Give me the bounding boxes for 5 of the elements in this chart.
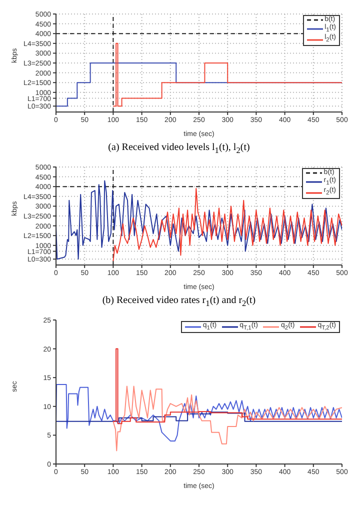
line-series <box>56 384 342 442</box>
text: (b) Received video rates r$_{1}$(t) and r$_{2}$(t) <box>101 295 257 308</box>
text: (a) Received video levels l$_{1}$(t), l$_{2}$(t) <box>107 142 251 155</box>
line-series <box>112 386 342 452</box>
line-series <box>112 188 342 262</box>
